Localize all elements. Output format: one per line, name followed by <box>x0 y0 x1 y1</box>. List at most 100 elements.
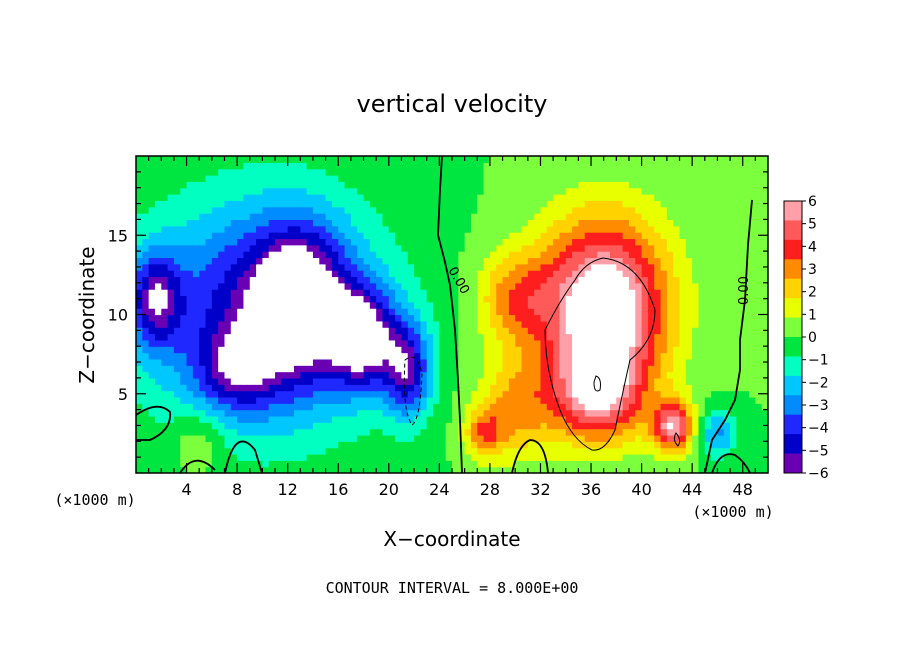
heat-cell <box>647 270 655 278</box>
heat-cell <box>281 384 289 392</box>
heat-cell <box>597 301 605 309</box>
heat-cell <box>597 422 605 430</box>
heat-cell <box>723 371 731 379</box>
heat-cell <box>433 295 440 303</box>
heat-cell <box>534 346 542 354</box>
heat-cell <box>433 441 440 449</box>
heat-cell <box>426 206 434 214</box>
heat-cell <box>445 447 453 455</box>
heat-cell <box>572 453 579 461</box>
heat-cell <box>243 162 251 170</box>
heat-cell <box>401 194 409 201</box>
heat-cell <box>559 238 567 246</box>
heat-cell <box>477 422 485 430</box>
heat-cell <box>312 371 320 379</box>
heat-cell <box>211 276 219 284</box>
heat-cell <box>464 441 472 449</box>
heat-cell <box>230 447 238 455</box>
heat-cell <box>331 365 339 373</box>
heat-cell <box>445 301 453 309</box>
heat-cell <box>357 314 365 322</box>
heat-cell <box>736 441 744 449</box>
heat-cell <box>199 225 207 233</box>
heat-cell <box>591 428 598 436</box>
heat-cell <box>704 200 712 208</box>
heat-cell <box>350 314 358 322</box>
heat-cell <box>382 181 390 189</box>
heat-cell <box>521 225 529 233</box>
heat-cell <box>673 181 681 189</box>
heat-cell <box>647 428 655 436</box>
heat-cell <box>723 270 731 278</box>
heat-cell <box>736 213 744 220</box>
heat-cell <box>401 187 409 195</box>
heat-cell <box>192 352 200 360</box>
heat-cell <box>312 428 320 436</box>
heat-cell <box>647 447 655 455</box>
heat-cell <box>407 301 415 309</box>
heat-cell <box>414 415 421 423</box>
heat-cell <box>256 213 263 220</box>
heat-cell <box>730 308 737 316</box>
heat-cell <box>698 232 706 240</box>
heat-cell <box>489 301 497 309</box>
heat-cell <box>742 352 750 360</box>
heat-cell <box>464 168 472 176</box>
heat-cell <box>369 289 377 297</box>
heat-cell <box>464 346 472 354</box>
heat-cell <box>755 213 763 220</box>
heat-cell <box>445 225 453 233</box>
heat-cell <box>243 219 251 227</box>
heat-cell <box>363 282 371 290</box>
heat-cell <box>641 466 649 473</box>
heat-cell <box>496 301 504 309</box>
heat-cell <box>496 428 504 436</box>
heat-cell <box>319 295 327 303</box>
heat-cell <box>205 232 213 240</box>
heat-cell <box>256 466 263 473</box>
heat-cell <box>388 187 396 195</box>
heat-cell <box>401 181 409 189</box>
heat-cell <box>527 181 535 189</box>
heat-cell <box>515 453 523 461</box>
heat-cell <box>357 289 365 297</box>
heat-cell <box>502 295 510 303</box>
heat-cell <box>294 320 301 328</box>
heat-cell <box>717 257 725 265</box>
heat-cell <box>338 156 346 163</box>
heat-cell <box>565 301 573 309</box>
heat-cell <box>591 358 598 366</box>
heat-cell <box>654 213 662 220</box>
heat-cell <box>325 175 333 182</box>
heat-cell <box>142 244 150 252</box>
heat-cell <box>660 194 668 201</box>
heat-cell <box>414 238 421 246</box>
heat-cell <box>578 282 586 290</box>
heat-cell <box>300 225 308 233</box>
heat-cell <box>312 396 320 404</box>
heat-cell <box>496 434 504 442</box>
heat-cell <box>426 219 434 227</box>
heat-cell <box>186 251 194 259</box>
heat-cell <box>610 225 617 233</box>
heat-cell <box>635 289 643 297</box>
heat-cell <box>458 244 466 252</box>
heat-cell <box>256 257 263 265</box>
heat-cell <box>711 358 719 366</box>
heat-cell <box>230 327 238 335</box>
heat-cell <box>546 206 554 214</box>
heat-cell <box>578 168 586 176</box>
heat-cell <box>357 352 365 360</box>
heat-cell <box>199 358 207 366</box>
heat-cell <box>723 466 731 473</box>
heat-cell <box>262 422 270 430</box>
heat-cell <box>199 327 207 335</box>
heat-cell <box>584 175 592 182</box>
heat-cell <box>698 168 706 176</box>
heat-cell <box>452 384 459 392</box>
heat-cell <box>192 447 200 455</box>
heat-cell <box>622 466 630 473</box>
heat-cell <box>350 320 358 328</box>
heat-cell <box>312 238 320 246</box>
heat-cell <box>173 263 181 271</box>
